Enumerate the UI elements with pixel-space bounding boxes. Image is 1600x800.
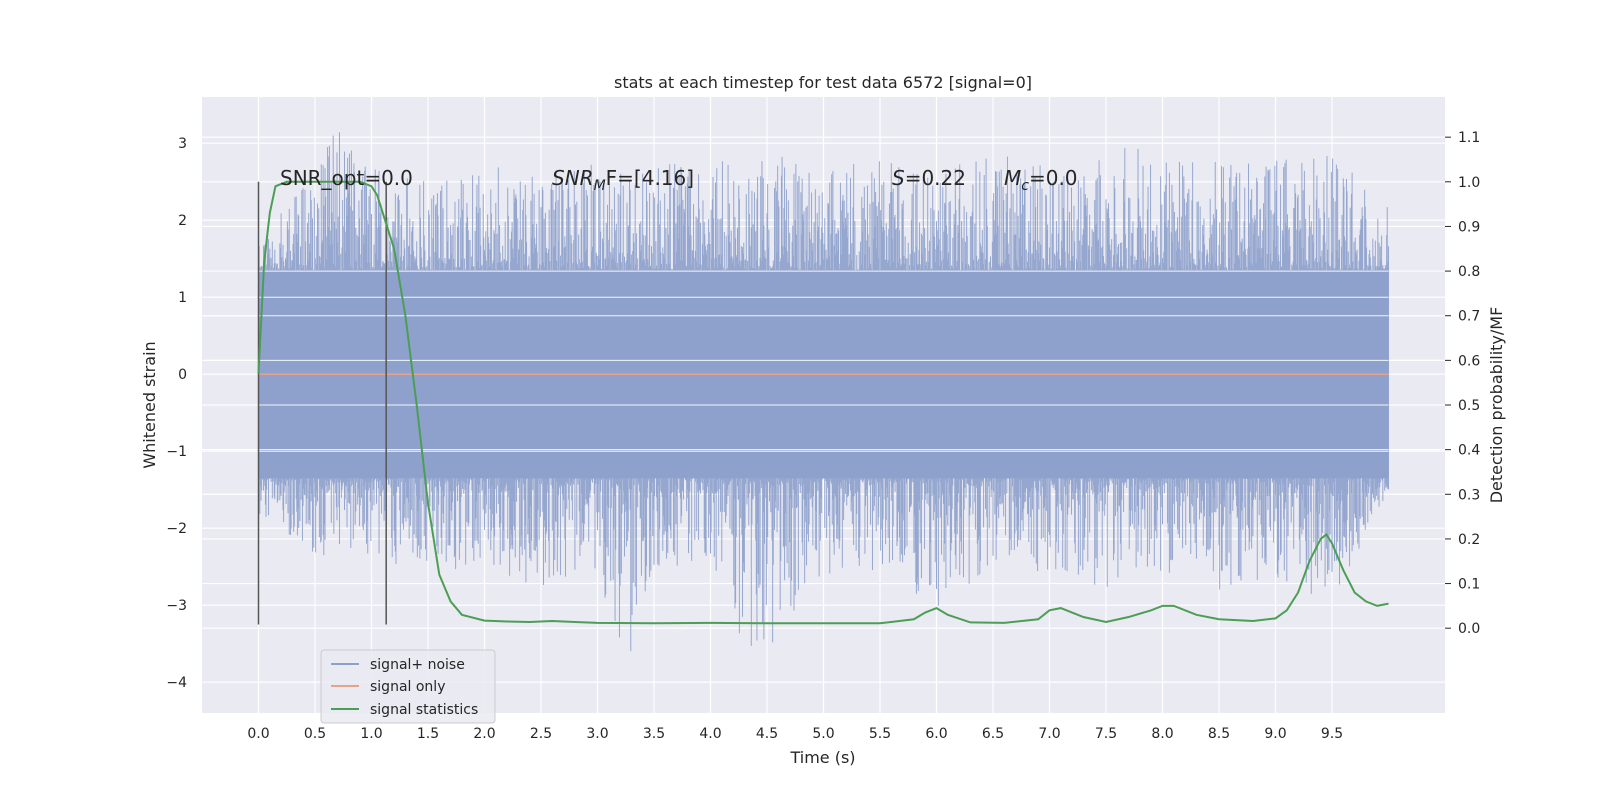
y-tick-label-right-10: 0.1 [1458, 577, 1480, 593]
y-tick-label-right-5: 0.6 [1458, 353, 1480, 369]
legend-label-signal-statistics: signal statistics [370, 702, 478, 718]
x-tick-label-12: 6.0 [925, 726, 947, 742]
x-tick-label-19: 9.5 [1321, 726, 1343, 742]
annotation-mc: Mc=0.0 [1004, 166, 1078, 194]
y-tick-label-left-2: 1 [178, 290, 187, 306]
y-tick-labels-right: 1.1 1.0 0.9 0.8 0.7 0.6 0.5 0.4 0.3 0.2 0.1 0.0 [1445, 130, 1480, 637]
x-tick-label-8: 4.0 [699, 726, 721, 742]
annotation-snr-opt: SNR_opt=0.0 [280, 166, 413, 190]
y-tick-label-right-1: 1.0 [1458, 175, 1480, 191]
y-tick-label-left-6: −3 [166, 598, 187, 614]
y-tick-label-right-0: 1.1 [1458, 130, 1480, 146]
y-tick-label-left-0: 3 [178, 136, 187, 152]
y-tick-labels-left: 3 2 1 0 −1 −2 −3 −4 [166, 136, 187, 691]
x-tick-label-18: 9.0 [1264, 726, 1286, 742]
x-tick-label-11: 5.5 [869, 726, 891, 742]
y-tick-label-right-8: 0.3 [1458, 487, 1480, 503]
x-tick-label-5: 2.5 [530, 726, 552, 742]
legend: signal+ noise signal only signal statist… [320, 649, 496, 724]
x-tick-label-3: 1.5 [417, 726, 439, 742]
annotation-s: S=0.22 [892, 166, 966, 190]
x-tick-label-10: 5.0 [812, 726, 834, 742]
y-tick-label-left-7: −4 [166, 675, 187, 691]
legend-box [320, 649, 496, 724]
y-tick-label-right-7: 0.4 [1458, 443, 1480, 459]
y-tick-label-right-4: 0.7 [1458, 309, 1480, 325]
x-tick-label-16: 8.0 [1151, 726, 1173, 742]
x-tick-label-7: 3.5 [643, 726, 665, 742]
y-tick-label-right-6: 0.5 [1458, 398, 1480, 414]
x-tick-label-2: 1.0 [360, 726, 382, 742]
x-tick-labels: 0.0 0.5 1.0 1.5 2.0 2.5 3.0 3.5 4.0 4.5 5.0 5.5 6.0 6… [247, 726, 1343, 742]
x-tick-label-14: 7.0 [1038, 726, 1060, 742]
x-tick-label-13: 6.5 [982, 726, 1004, 742]
chart-title: stats at each timestep for test data 657… [614, 73, 1032, 92]
signal-statistics-line [257, 180, 1389, 625]
vertical-markers [257, 181, 387, 625]
x-tick-label-6: 3.0 [586, 726, 608, 742]
y-tick-label-left-1: 2 [178, 213, 187, 229]
x-tick-label-0: 0.0 [247, 726, 269, 742]
series-signal-statistics [257, 180, 1389, 625]
legend-label-signal-noise: signal+ noise [370, 657, 465, 673]
y-tick-label-right-9: 0.2 [1458, 532, 1480, 548]
y-tick-label-left-5: −2 [166, 521, 187, 537]
y-tick-label-right-3: 0.8 [1458, 264, 1480, 280]
x-tick-label-9: 4.5 [756, 726, 778, 742]
y-axis-label-right: Detection probability/MF [1487, 307, 1506, 504]
y-tick-label-right-2: 0.9 [1458, 219, 1480, 235]
x-tick-label-17: 8.5 [1208, 726, 1230, 742]
y-tick-label-left-4: −1 [166, 444, 187, 460]
annotation-snr-mf: SNRMF=[4.16] [552, 166, 694, 194]
x-tick-label-4: 2.0 [473, 726, 495, 742]
x-tick-label-15: 7.5 [1095, 726, 1117, 742]
x-axis-label: Time (s) [789, 748, 855, 767]
y-tick-label-right-11: 0.0 [1458, 621, 1480, 637]
legend-label-signal-only: signal only [370, 679, 445, 695]
y-tick-label-left-3: 0 [178, 367, 187, 383]
y-axis-label-left: Whitened strain [140, 341, 159, 468]
x-tick-label-1: 0.5 [304, 726, 326, 742]
